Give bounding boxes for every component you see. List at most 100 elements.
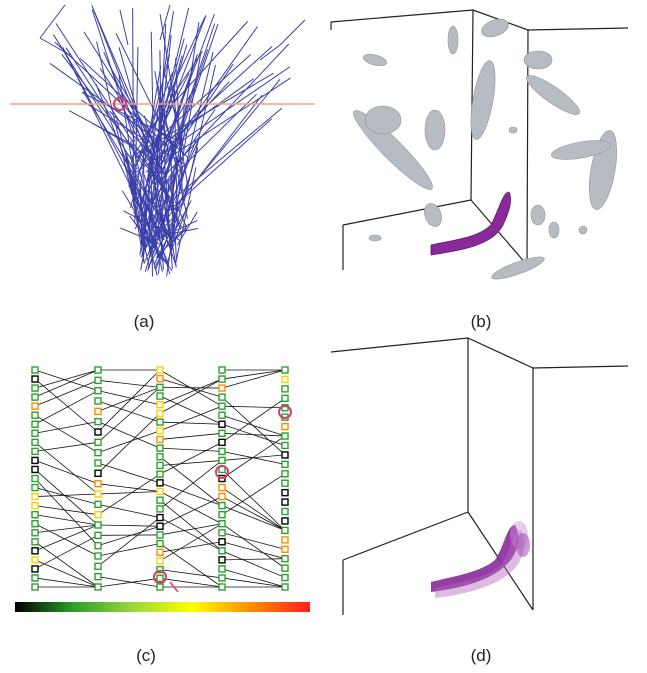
event-node [156, 479, 164, 487]
event-node [218, 520, 226, 528]
event-node [31, 529, 39, 537]
event-node [94, 376, 102, 385]
event-node [218, 538, 226, 546]
event-node [94, 510, 102, 519]
event-node [156, 548, 164, 556]
event-node [31, 547, 39, 555]
panel-d-volume [323, 330, 633, 630]
event-node [31, 510, 39, 519]
event-node [94, 541, 102, 550]
caption-a: (a) [133, 312, 155, 331]
event-node [156, 435, 164, 444]
event-node [156, 409, 164, 418]
caption-c: (c) [136, 646, 156, 665]
panel-a-tree [10, 0, 315, 290]
event-node [94, 448, 102, 457]
event-node [218, 574, 226, 582]
event-node [31, 375, 39, 383]
event-node [281, 470, 289, 478]
event-node [281, 479, 289, 487]
event-node [31, 520, 39, 528]
event-node [31, 456, 39, 465]
event-node [31, 501, 39, 510]
event-node [218, 456, 226, 465]
highlight-circle [215, 465, 229, 479]
event-node [31, 438, 39, 447]
event-node [156, 383, 164, 392]
event-nodes [31, 366, 289, 591]
event-node [281, 498, 289, 506]
event-node [94, 552, 102, 560]
event-node [31, 393, 39, 401]
event-node [94, 386, 102, 395]
pointer-arrow-icon [169, 581, 179, 593]
event-node [156, 557, 164, 565]
event-node [218, 547, 226, 555]
event-node [156, 444, 164, 452]
event-node [156, 366, 164, 374]
event-node [156, 574, 164, 583]
volume-render-all-features [330, 9, 629, 280]
event-node [31, 556, 39, 564]
event-node [281, 422, 289, 431]
volume-render-tracked-feature [330, 337, 629, 615]
event-node [156, 565, 164, 574]
event-node [31, 420, 39, 428]
event-node [94, 459, 102, 467]
event-node [94, 438, 102, 447]
event-node [218, 510, 226, 519]
event-node [94, 428, 102, 436]
event-node [281, 583, 289, 591]
event-node [281, 488, 289, 497]
event-node [94, 583, 102, 591]
event-node [156, 470, 164, 478]
purple-tracked-feature [430, 191, 511, 256]
event-node [281, 432, 289, 440]
event-node [218, 529, 226, 537]
caption-d: (d) [470, 646, 492, 665]
event-node [218, 501, 226, 510]
event-node [31, 465, 39, 474]
event-node [281, 441, 289, 450]
event-edges [34, 369, 286, 588]
event-node [218, 492, 226, 501]
event-node [31, 483, 39, 492]
event-node [156, 522, 164, 530]
event-node [218, 447, 226, 456]
event-node [156, 453, 164, 461]
event-node [156, 427, 164, 435]
event-node [31, 492, 39, 501]
event-node [31, 474, 39, 483]
event-node [218, 393, 226, 401]
event-node [218, 375, 226, 383]
event-node [94, 572, 102, 581]
event-node [31, 402, 39, 410]
event-node [31, 583, 39, 591]
tree-graph [10, 4, 315, 277]
event-node [31, 411, 39, 419]
event-node [31, 538, 39, 546]
event-node [156, 505, 164, 513]
gray-features [353, 18, 618, 280]
event-node [281, 460, 289, 469]
event-node [94, 521, 102, 529]
event-node [31, 565, 39, 573]
event-node [281, 385, 289, 393]
event-graph [15, 366, 310, 612]
event-node [281, 366, 289, 374]
event-node [281, 564, 289, 572]
colorbar [15, 602, 310, 612]
purple-feature-overlay [431, 521, 530, 598]
event-node [218, 420, 226, 428]
event-node [156, 392, 164, 400]
event-node [281, 554, 289, 563]
caption-b: (b) [470, 312, 492, 331]
event-node [281, 517, 289, 525]
event-node [31, 447, 39, 456]
event-node [218, 366, 226, 374]
event-node [94, 397, 102, 405]
selected-node-circle [113, 97, 127, 111]
event-node [94, 366, 102, 374]
event-node [281, 536, 289, 544]
panel-b-volume [323, 0, 633, 290]
